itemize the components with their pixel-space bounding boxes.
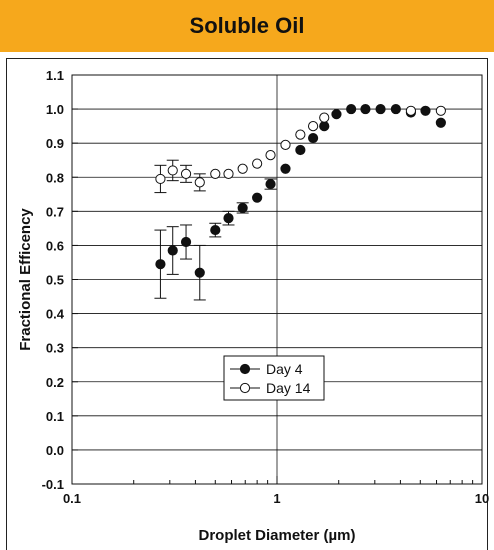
data-point-day4	[375, 103, 386, 115]
y-tick-label: 0.4	[46, 307, 65, 322]
data-point-day14	[307, 121, 319, 132]
y-tick-label: 0.6	[46, 238, 64, 253]
grid-lines	[72, 74, 482, 485]
data-point-day4	[390, 103, 401, 115]
data-series	[154, 103, 446, 301]
chart-title: Soluble Oil	[189, 13, 305, 38]
data-point-day14	[295, 129, 306, 140]
y-axis-ticks: -0.1 0.0 0.1 0.2 0.3 0.4 0.5 0.6 0.7 0.8 0.9 1.0 1.1	[42, 68, 78, 492]
data-point-day4	[420, 105, 431, 116]
x-axis-label: Droplet Diameter (µm)	[198, 527, 355, 544]
data-point-day4	[237, 202, 248, 214]
data-point-day14	[237, 163, 248, 174]
chart-panel	[6, 58, 488, 550]
data-point-day4	[210, 224, 221, 236]
series-day-14	[154, 105, 446, 194]
data-point-day4	[265, 178, 276, 190]
data-point-day4	[155, 259, 166, 270]
data-point-day4	[194, 267, 205, 278]
data-point-day14	[155, 173, 166, 185]
data-point-day14	[435, 105, 446, 116]
y-tick-label: 0.3	[46, 341, 64, 356]
y-tick-label: 1.0	[46, 102, 64, 117]
data-point-day14	[210, 168, 221, 179]
data-point-day14	[167, 165, 178, 176]
data-point-day14	[180, 168, 192, 179]
title-banner: Soluble Oil	[0, 0, 494, 52]
legend-box	[223, 355, 325, 401]
x-tick-label: 10	[475, 491, 489, 506]
data-point-day4	[435, 117, 446, 128]
x-tick-label: 0.1	[63, 491, 81, 506]
data-point-day14	[265, 149, 276, 161]
data-point-day4	[346, 103, 357, 115]
y-axis-label: Fractional Efficency	[17, 208, 34, 351]
x-tick-label: 1	[273, 491, 280, 506]
data-point-day4	[280, 163, 291, 174]
data-point-day14	[194, 177, 205, 188]
y-tick-label: 0.0	[46, 443, 64, 458]
legend-label: Day 14	[266, 380, 311, 396]
data-point-day4	[295, 144, 306, 156]
data-point-day14	[252, 158, 263, 169]
y-tick-label: 0.8	[46, 170, 64, 185]
data-point-day14	[280, 139, 291, 150]
data-point-day14	[319, 112, 330, 123]
y-tick-label: 0.9	[46, 136, 64, 151]
legend-label: Day 4	[266, 361, 303, 377]
data-point-day4	[331, 109, 342, 120]
y-tick-label: 0.1	[46, 409, 64, 424]
data-point-day4	[307, 132, 319, 144]
data-point-day14	[405, 105, 417, 116]
data-point-day14	[223, 168, 234, 179]
y-tick-label: 0.7	[46, 204, 64, 219]
legend-marker	[239, 363, 251, 375]
x-axis-ticks: 0.1 1 10	[63, 476, 489, 506]
data-point-day4	[167, 245, 178, 256]
data-point-day4	[319, 121, 330, 132]
y-tick-label: 0.2	[46, 375, 64, 390]
legend: Day 4 Day 14	[223, 355, 325, 401]
data-point-day4	[252, 192, 263, 203]
y-tick-label: 0.5	[46, 273, 64, 288]
y-tick-label: 1.1	[46, 68, 64, 83]
data-point-day4	[360, 103, 371, 115]
y-tick-label: -0.1	[42, 477, 64, 492]
legend-marker	[239, 382, 251, 394]
data-point-day4	[180, 236, 192, 248]
data-point-day4	[223, 213, 234, 224]
